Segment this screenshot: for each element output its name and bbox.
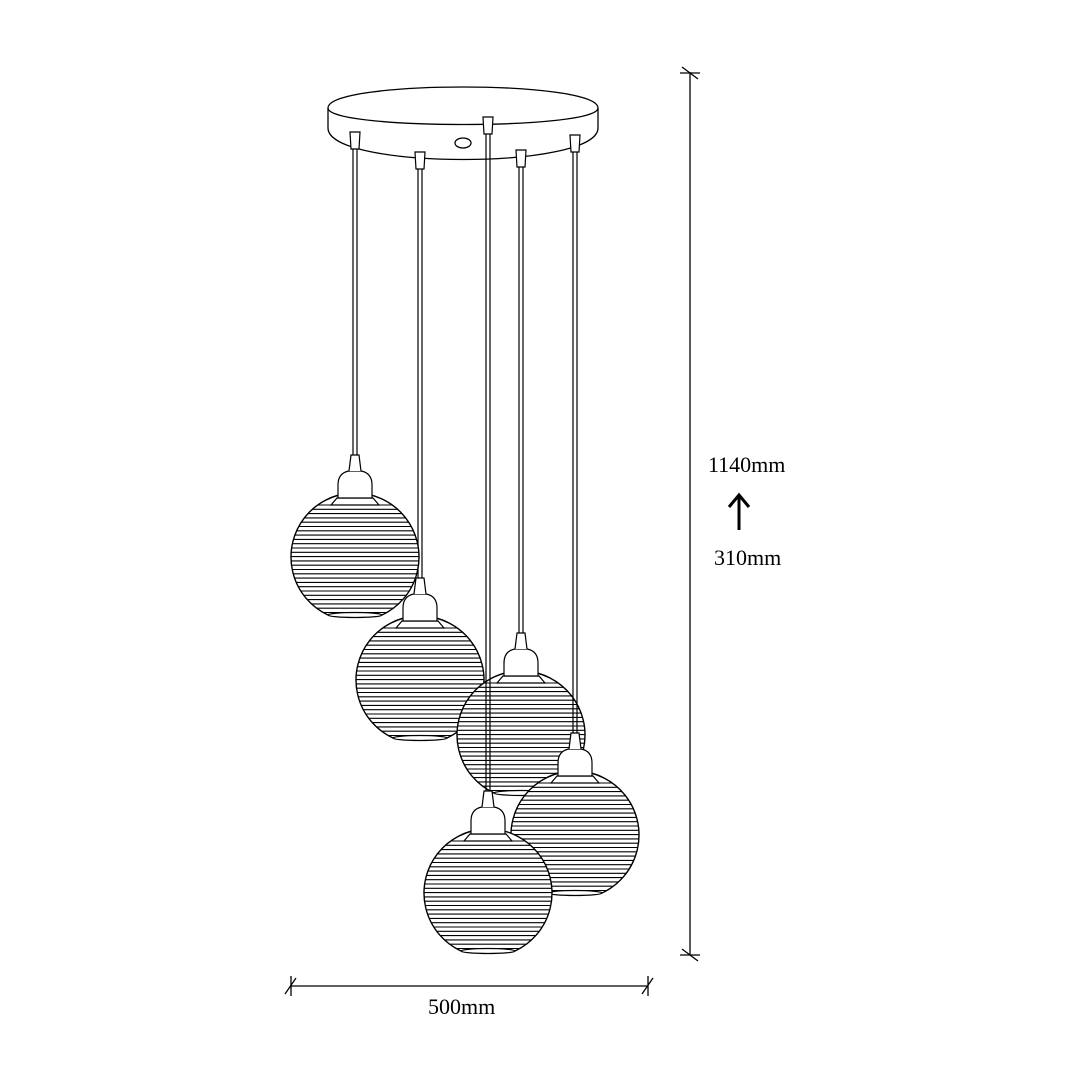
height-min-label: 310mm bbox=[714, 545, 782, 570]
arrow-up-icon bbox=[727, 492, 751, 530]
pendant-globe bbox=[423, 790, 553, 957]
lamp-cable bbox=[482, 116, 494, 791]
pendant-globe bbox=[290, 454, 420, 621]
lamp-cable bbox=[515, 149, 527, 633]
lamp-cable bbox=[349, 131, 361, 455]
width-label: 500mm bbox=[428, 994, 496, 1019]
lamp-cable bbox=[414, 151, 426, 578]
ceiling-canopy bbox=[327, 86, 599, 161]
lamp-cable bbox=[569, 134, 581, 733]
pendant-globe bbox=[456, 632, 586, 799]
height-dimension-line bbox=[680, 66, 700, 962]
width-dimension-line bbox=[284, 976, 654, 996]
height-max-label: 1140mm bbox=[708, 452, 786, 477]
